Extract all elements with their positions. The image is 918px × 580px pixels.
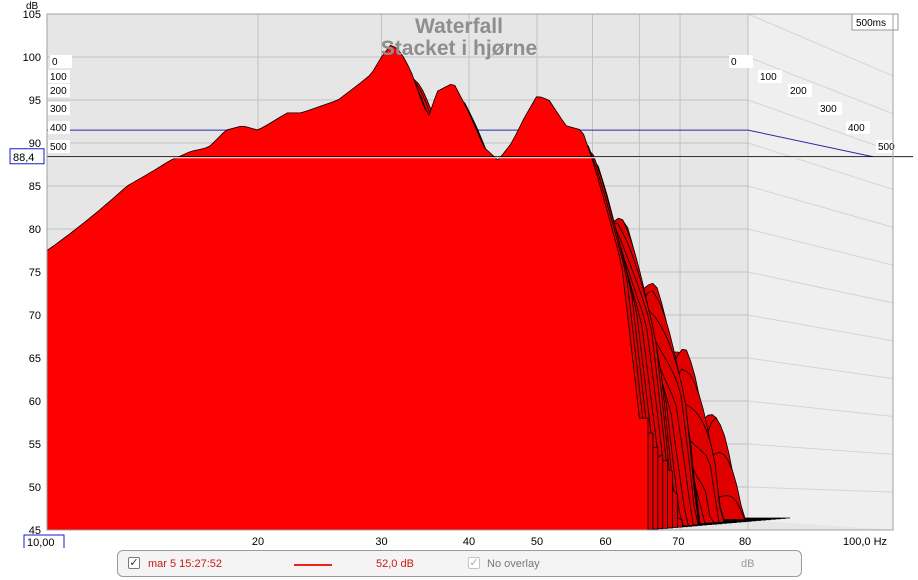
time-label-left: 400 [50,123,67,134]
plot-border [46,13,894,531]
y-tick-label: 60 [29,396,41,408]
side-grid-line [747,357,894,380]
x-start-readout: 10,00 [27,537,55,548]
y-tick-label: 100 [23,52,41,64]
side-grid-line [747,56,894,115]
x-tick-label: 80 [739,536,751,548]
x-tick-label: 40 [463,536,475,548]
time-label-left: 300 [50,104,67,115]
side-grid-line [747,486,894,493]
cursor-readout: 88,4 [13,152,34,164]
y-tick-label: 65 [29,353,41,365]
time-label-left: 100 [50,72,67,83]
overlay-label: No overlay [487,558,540,570]
time-span-label: 500ms [856,18,886,29]
y-tick-label: 55 [29,439,41,451]
time-label-left: 200 [50,86,67,97]
time-label-box [48,121,70,134]
time-label-right: 100 [760,72,777,83]
x-tick-label: 30 [375,536,387,548]
y-tick-label: 90 [29,138,41,150]
waterfall-slices [46,44,791,531]
chart-subtitle: Stacket i hjørne [381,37,537,60]
measurement-line-swatch [294,564,332,566]
cursor-readout-box [9,148,45,165]
time-label-left: 0 [52,57,58,68]
time-label-box [48,102,70,115]
measurement-value: 52,0 dB [376,558,414,570]
side-grid-line [747,13,894,77]
side-grid-line [747,142,894,190]
y-tick-label: 45 [29,525,41,537]
measurement-checkbox[interactable]: ✓ [128,557,140,569]
measurement-label: mar 5 15:27:52 [148,558,222,570]
x-tick-label: 60 [599,536,611,548]
time-label-box [729,55,753,68]
time-label-right: 0 [731,57,737,68]
time-label-box [50,55,72,68]
chart-title: Waterfall [415,15,503,38]
side-grid-line [747,185,894,228]
x-tick-label: 20 [252,536,264,548]
side-grid-line [747,314,894,342]
time-label-box [48,70,70,83]
time-label-right: 300 [820,104,837,115]
side-grid-line [747,99,894,153]
y-tick-label: 105 [23,9,41,21]
time-label-box [48,140,70,153]
legend-bar: ✓ mar 5 15:27:52 52,0 dB ✓ No overlay dB [117,550,802,577]
overlay-checkbox[interactable]: ✓ [468,557,480,569]
time-label-left: 500 [50,142,67,153]
y-tick-label: 80 [29,224,41,236]
y-axis-unit: dB [26,1,39,12]
time-label-right: 200 [790,86,807,97]
time-label-box [846,121,870,134]
side-grid-line [747,400,894,417]
x-tick-label: 100,0 Hz [843,536,887,548]
y-tick-label: 95 [29,95,41,107]
overlay-unit: dB [741,558,755,570]
waterfall-plot: 105 100 95 90 85 80 75 70 65 60 55 50 45 0 0 100 100 200 2… [9,1,913,548]
time-label-box [758,70,782,83]
time-label-box [818,102,842,115]
side-grid-line [747,228,894,266]
x-tick-label: 50 [531,536,543,548]
y-tick-label: 70 [29,310,41,322]
x-start-readout-box [23,534,65,548]
time-label-box [48,84,70,97]
y-tick-label: 85 [29,181,41,193]
x-tick-label: 70 [672,536,684,548]
side-grid-line [747,443,894,455]
time-label-right: 400 [848,123,865,134]
y-tick-label: 75 [29,267,41,279]
side-grid-line [747,271,894,304]
y-tick-label: 50 [29,482,41,494]
side-wall [748,14,893,530]
time-label-right: 500 [878,142,895,153]
waterfall-slice [46,44,649,531]
time-label-box [788,84,812,97]
time-label-box [876,140,900,153]
